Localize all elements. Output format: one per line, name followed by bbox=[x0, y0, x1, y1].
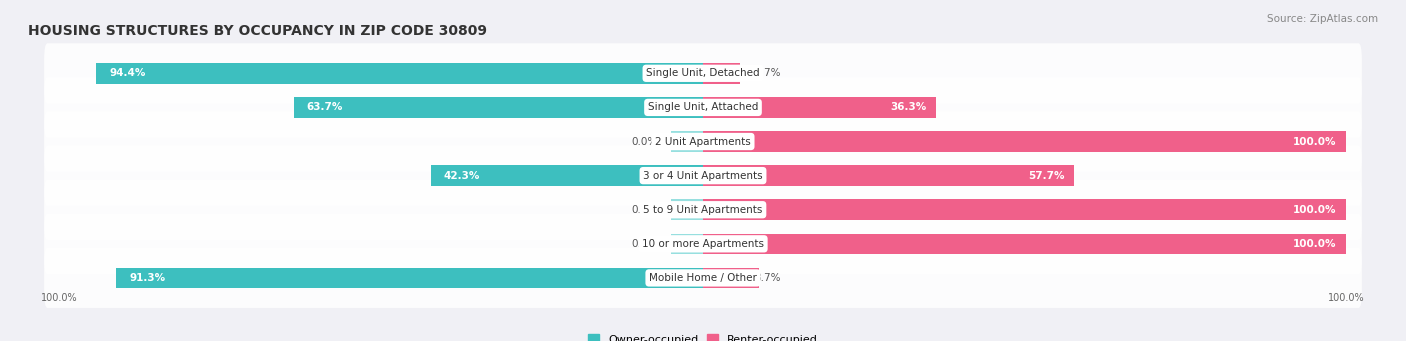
Text: 3 or 4 Unit Apartments: 3 or 4 Unit Apartments bbox=[643, 170, 763, 181]
Text: 36.3%: 36.3% bbox=[890, 102, 927, 113]
Text: Source: ZipAtlas.com: Source: ZipAtlas.com bbox=[1267, 14, 1378, 24]
FancyBboxPatch shape bbox=[44, 43, 1362, 103]
Bar bbox=[117, 268, 703, 288]
Text: 63.7%: 63.7% bbox=[307, 102, 343, 113]
Text: 0.0%: 0.0% bbox=[631, 239, 658, 249]
Text: 100.0%: 100.0% bbox=[1329, 293, 1365, 303]
Bar bbox=[703, 97, 936, 118]
Text: 100.0%: 100.0% bbox=[1292, 239, 1336, 249]
Bar bbox=[703, 63, 740, 84]
FancyBboxPatch shape bbox=[44, 180, 1362, 240]
Bar bbox=[703, 234, 1346, 254]
Text: Single Unit, Detached: Single Unit, Detached bbox=[647, 68, 759, 78]
FancyBboxPatch shape bbox=[44, 214, 1362, 274]
Bar bbox=[96, 63, 703, 84]
Bar bbox=[703, 268, 759, 288]
Bar bbox=[671, 234, 703, 254]
Text: Mobile Home / Other: Mobile Home / Other bbox=[650, 273, 756, 283]
FancyBboxPatch shape bbox=[44, 248, 1362, 308]
Legend: Owner-occupied, Renter-occupied: Owner-occupied, Renter-occupied bbox=[583, 330, 823, 341]
Bar bbox=[432, 165, 703, 186]
Bar bbox=[671, 199, 703, 220]
Text: 91.3%: 91.3% bbox=[129, 273, 165, 283]
Text: HOUSING STRUCTURES BY OCCUPANCY IN ZIP CODE 30809: HOUSING STRUCTURES BY OCCUPANCY IN ZIP C… bbox=[28, 24, 486, 38]
Bar bbox=[703, 165, 1074, 186]
Bar bbox=[294, 97, 703, 118]
Text: Single Unit, Attached: Single Unit, Attached bbox=[648, 102, 758, 113]
Text: 100.0%: 100.0% bbox=[41, 293, 77, 303]
Text: 42.3%: 42.3% bbox=[444, 170, 481, 181]
Bar bbox=[703, 131, 1346, 152]
Text: 0.0%: 0.0% bbox=[631, 205, 658, 215]
Text: 94.4%: 94.4% bbox=[110, 68, 145, 78]
Text: 57.7%: 57.7% bbox=[1028, 170, 1064, 181]
Text: 10 or more Apartments: 10 or more Apartments bbox=[643, 239, 763, 249]
Text: 5.7%: 5.7% bbox=[755, 68, 780, 78]
FancyBboxPatch shape bbox=[44, 112, 1362, 172]
Bar bbox=[671, 131, 703, 152]
Text: 100.0%: 100.0% bbox=[1292, 136, 1336, 147]
Text: 0.0%: 0.0% bbox=[631, 136, 658, 147]
Text: 100.0%: 100.0% bbox=[1292, 205, 1336, 215]
Text: 2 Unit Apartments: 2 Unit Apartments bbox=[655, 136, 751, 147]
Text: 5 to 9 Unit Apartments: 5 to 9 Unit Apartments bbox=[644, 205, 762, 215]
FancyBboxPatch shape bbox=[44, 146, 1362, 206]
Text: 8.7%: 8.7% bbox=[755, 273, 780, 283]
Bar bbox=[703, 199, 1346, 220]
FancyBboxPatch shape bbox=[44, 77, 1362, 137]
